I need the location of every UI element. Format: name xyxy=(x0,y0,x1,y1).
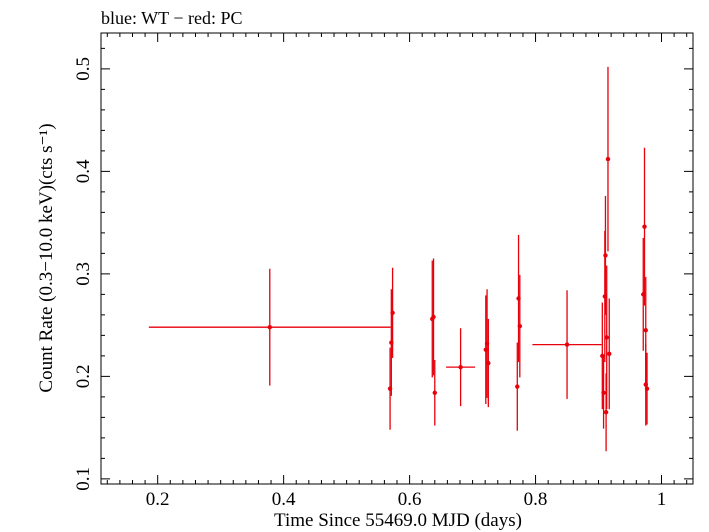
data-point xyxy=(446,328,476,407)
point-marker xyxy=(486,360,491,366)
point-marker xyxy=(517,323,523,329)
data-point xyxy=(603,195,608,315)
point-marker xyxy=(644,386,650,391)
y-tick-label: 0.3 xyxy=(73,262,94,286)
data-point xyxy=(607,298,612,410)
x-tick-label: 0.8 xyxy=(524,489,548,510)
point-marker xyxy=(458,364,463,370)
x-tick-label: 0.4 xyxy=(272,489,296,510)
y-tick-label: 0.5 xyxy=(73,57,94,81)
data-point xyxy=(532,290,602,399)
point-marker xyxy=(603,253,608,258)
data-point xyxy=(644,352,650,425)
point-marker xyxy=(564,342,570,347)
x-axis-label: Time Since 55469.0 MJD (days) xyxy=(274,510,522,531)
data-point xyxy=(604,265,609,410)
data-point xyxy=(432,359,437,426)
data-points xyxy=(148,66,650,452)
data-point xyxy=(390,267,395,358)
data-point xyxy=(517,274,523,378)
chart-title: blue: WT − red: PC xyxy=(101,8,242,28)
point-marker xyxy=(431,314,436,320)
point-marker xyxy=(643,328,648,333)
point-marker xyxy=(603,410,609,415)
point-marker xyxy=(604,335,609,340)
point-marker xyxy=(432,390,437,395)
y-axis-label: Count Rate (0.3−10.0 keV)(cts s⁻¹) xyxy=(36,123,57,392)
x-tick-label: 0.6 xyxy=(398,489,422,510)
point-marker xyxy=(267,324,272,330)
x-tick-label: 0.2 xyxy=(146,489,170,510)
x-tick-label: 1 xyxy=(657,489,667,510)
point-marker xyxy=(607,351,612,357)
data-point xyxy=(431,258,436,376)
point-marker xyxy=(605,156,611,162)
y-tick-label: 0.1 xyxy=(73,467,94,491)
point-marker xyxy=(515,384,520,389)
y-tick-label: 0.2 xyxy=(73,365,94,389)
data-point xyxy=(642,147,647,306)
data-point xyxy=(601,356,606,429)
data-point xyxy=(605,66,611,252)
axis-ticks xyxy=(101,33,693,484)
point-marker xyxy=(390,310,395,316)
tick-labels: 0.2 0.4 0.6 0.8 1 0.1 0.2 0.3 0.4 0.5 xyxy=(73,57,666,510)
data-point xyxy=(486,318,491,408)
point-marker xyxy=(642,224,647,229)
point-marker xyxy=(601,390,606,395)
data-point xyxy=(148,268,391,386)
data-point xyxy=(515,342,520,431)
y-tick-label: 0.4 xyxy=(73,159,94,183)
